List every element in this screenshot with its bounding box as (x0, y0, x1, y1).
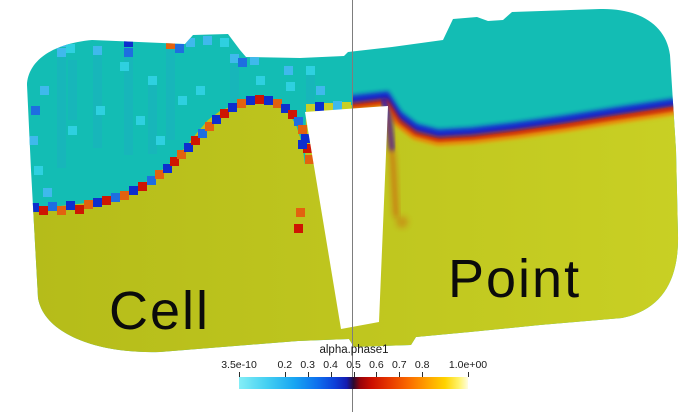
field-cell (57, 38, 66, 47)
field-cell (205, 122, 214, 131)
field-cell (148, 76, 157, 85)
field-cell (238, 58, 247, 67)
field-cell (256, 76, 265, 85)
field-cell (196, 86, 205, 95)
field-cell (342, 102, 351, 111)
slot-edge-streak (385, 115, 399, 218)
field-cell (220, 109, 229, 118)
field-cell (124, 38, 133, 47)
field-cell (57, 48, 66, 57)
field-cell (170, 157, 179, 166)
field-cell (203, 36, 212, 45)
field-cell (220, 38, 229, 47)
field-cell (111, 193, 120, 202)
field-cell (166, 40, 175, 49)
field-cell (198, 129, 207, 138)
interface-smudge (396, 216, 408, 228)
field-cell (286, 82, 295, 91)
field-cell (75, 205, 84, 214)
field-cell (120, 191, 129, 200)
field-cell (177, 150, 186, 159)
field-cell (178, 96, 187, 105)
field-cell (250, 56, 259, 65)
field-cell (264, 96, 273, 105)
label-cell: Cell (109, 281, 211, 341)
field-cell (212, 115, 221, 124)
field-cell (155, 170, 164, 179)
field-cell (43, 188, 52, 197)
field-cell (301, 134, 310, 143)
field-cell (84, 200, 93, 209)
field-cell (156, 136, 165, 145)
field-cell (237, 99, 246, 108)
interface-band-stroke (352, 91, 679, 139)
field-cell (303, 144, 312, 153)
label-point: Point (448, 249, 582, 309)
field-streak (93, 50, 102, 148)
field-streak (68, 60, 77, 120)
field-cell (120, 62, 129, 71)
field-cell (31, 106, 40, 115)
field-cell (93, 46, 102, 55)
field-cell (324, 103, 333, 112)
field-cell (163, 164, 172, 173)
field-cell (191, 136, 200, 145)
field-cell (34, 166, 43, 175)
field-cell (96, 106, 105, 115)
field-cell (39, 206, 48, 215)
field-cell (129, 186, 138, 195)
field-cell (40, 86, 49, 95)
field-cell (124, 48, 133, 57)
field-cell (246, 96, 255, 105)
field-cell (175, 44, 184, 53)
field-cell (136, 116, 145, 125)
field-streak (148, 84, 157, 154)
field-cell (228, 103, 237, 112)
field-cell (315, 102, 324, 111)
field-cell (29, 136, 38, 145)
field-cell (305, 155, 314, 164)
field-cell (273, 99, 282, 108)
field-cell (66, 201, 75, 210)
field-cell (333, 101, 342, 110)
field-cell (138, 182, 147, 191)
interface-band-stroke (352, 104, 679, 146)
field-cell (281, 104, 290, 113)
field-cell (57, 206, 66, 215)
field-cell (284, 66, 293, 75)
field-streak (124, 50, 133, 155)
field-cell (306, 104, 315, 113)
field-cell (184, 143, 193, 152)
field-cell (316, 86, 325, 95)
field-cell (306, 66, 315, 75)
field-cell (255, 95, 264, 104)
field-cell (147, 176, 156, 185)
field-cell (294, 117, 303, 126)
field-cell (68, 126, 77, 135)
cell-noise (29, 36, 351, 233)
field-cell (102, 196, 111, 205)
field-cell (298, 140, 307, 149)
interface-band (352, 91, 679, 228)
field-cell (296, 208, 305, 217)
field-streak (57, 50, 66, 168)
field-cell (93, 198, 102, 207)
view-divider[interactable] (352, 0, 353, 412)
field-streak (230, 62, 239, 130)
field-cell (230, 54, 239, 63)
field-cell (298, 125, 307, 134)
field-cell (48, 202, 57, 211)
field-cell (186, 38, 195, 47)
field-cell (288, 110, 297, 119)
baffle-slot (305, 106, 388, 329)
interface-band-stroke (352, 98, 679, 144)
field-streak (166, 48, 175, 140)
field-cell (294, 224, 303, 233)
field-cell (66, 44, 75, 53)
field-cell (30, 203, 39, 212)
